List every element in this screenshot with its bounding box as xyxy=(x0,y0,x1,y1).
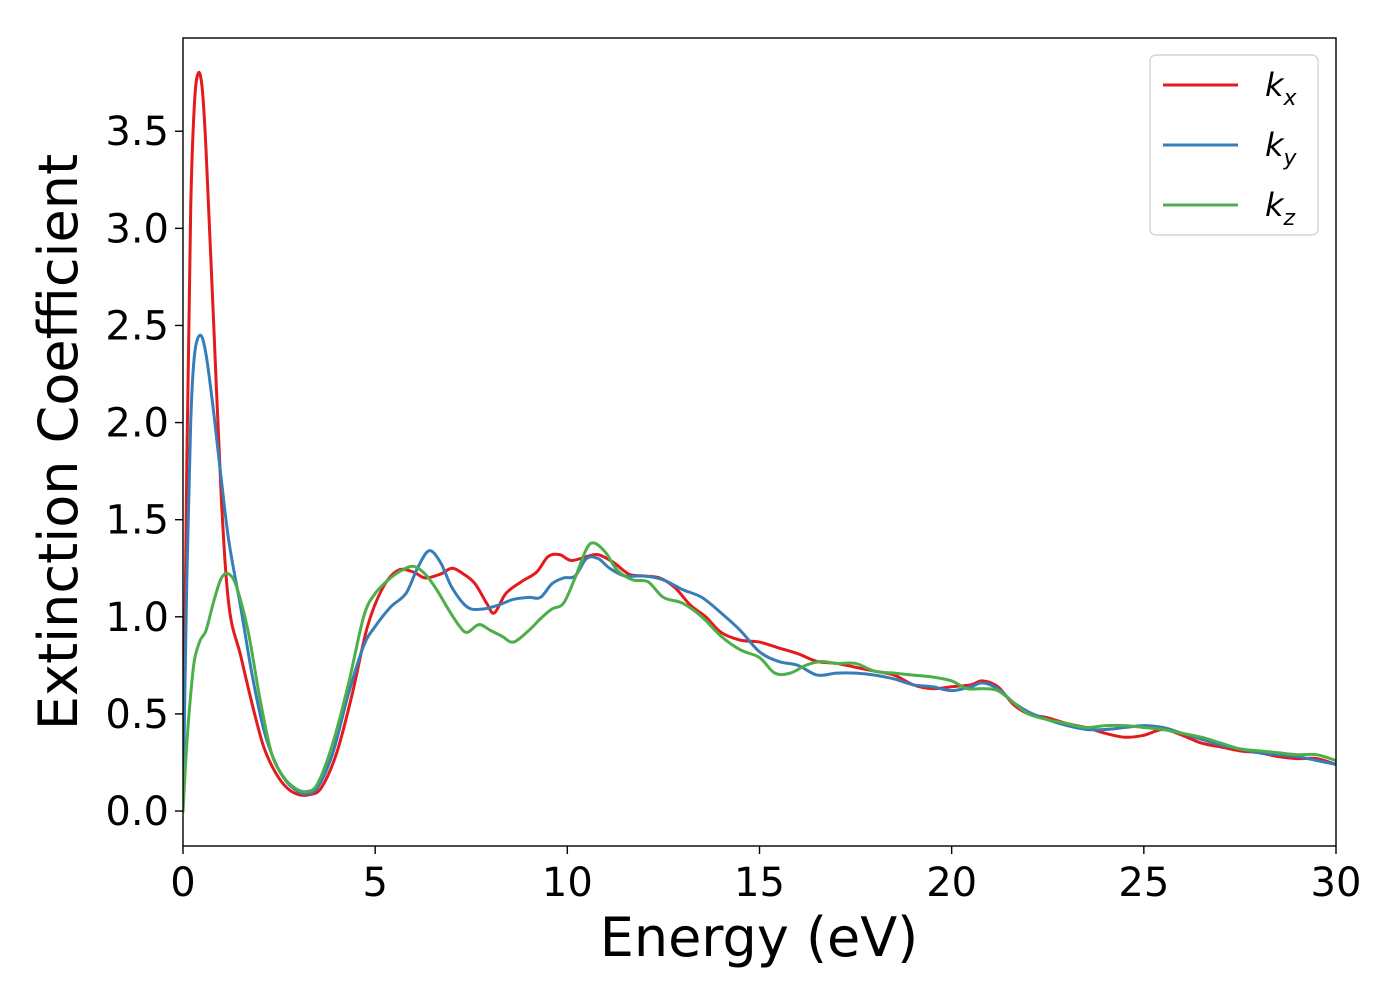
y-tick-label: 1.0 xyxy=(105,595,169,641)
y-tick-label: 3.0 xyxy=(105,206,169,252)
x-tick-label: 30 xyxy=(1311,860,1362,906)
y-tick-label: 2.5 xyxy=(105,303,169,349)
series-line-kz xyxy=(183,541,1336,813)
x-tick-label: 25 xyxy=(1118,860,1169,906)
x-tick-label: 10 xyxy=(542,860,593,906)
x-tick-label: 5 xyxy=(362,860,387,906)
y-tick-label: 0.0 xyxy=(105,789,169,835)
legend-label-ky: ky xyxy=(1265,126,1298,171)
y-tick-label: 0.5 xyxy=(105,692,169,738)
y-axis-ticks: 0.0 0.5 1.0 1.5 2.0 2.5 3.0 3.5 xyxy=(105,109,183,835)
y-tick-label: 3.5 xyxy=(105,109,169,155)
plot-background xyxy=(183,38,1336,846)
y-tick-label: 2.0 xyxy=(105,401,169,447)
y-axis-label: Extinction Coefficient xyxy=(27,154,90,730)
x-axis-label: Energy (eV) xyxy=(600,906,919,969)
x-tick-label: 15 xyxy=(734,860,785,906)
x-tick-label: 20 xyxy=(926,860,977,906)
series-layer xyxy=(183,70,1336,813)
x-tick-label: 0 xyxy=(170,860,195,906)
x-axis-ticks: 0 5 10 15 20 25 30 xyxy=(170,846,1361,906)
y-tick-label: 1.5 xyxy=(105,498,169,544)
